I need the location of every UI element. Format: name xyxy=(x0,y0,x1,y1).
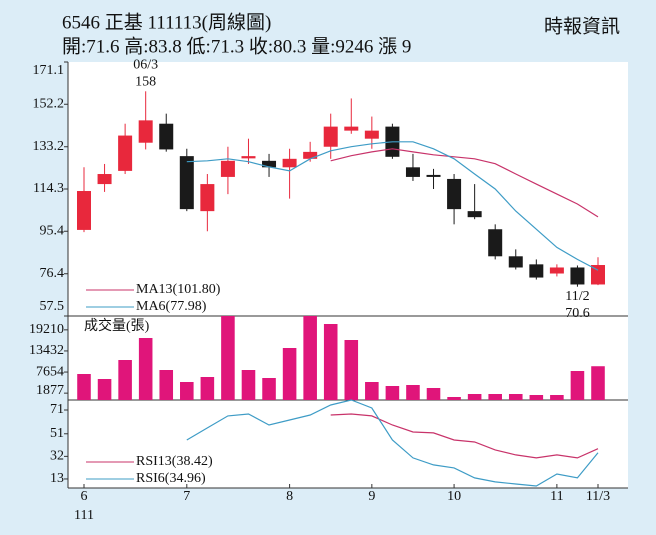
volume-bar xyxy=(282,348,297,400)
candle-body xyxy=(303,151,318,159)
volume-bar xyxy=(180,382,194,400)
y-tick-label: 57.5 xyxy=(40,299,65,314)
candle-body xyxy=(138,120,153,143)
y-tick-label: 13 xyxy=(50,471,64,486)
candle-body xyxy=(323,126,338,147)
candle-body xyxy=(364,130,379,139)
volume-bar xyxy=(200,377,215,400)
volume-bar xyxy=(138,338,153,400)
candle-body xyxy=(591,265,605,285)
candle-body xyxy=(159,123,174,150)
x-year-label: 111 xyxy=(74,508,94,523)
legend-label: MA13(101.80) xyxy=(136,282,221,297)
volume-bar xyxy=(159,370,174,400)
y-tick-label: 76.4 xyxy=(40,266,65,281)
volume-bar xyxy=(97,379,112,400)
volume-bar xyxy=(508,393,523,400)
legend-label: RSI6(34.96) xyxy=(136,471,206,486)
quote: 開:71.6 高:83.8 低:71.3 收:80.3 量:9246 漲 9 xyxy=(62,35,411,57)
y-tick-label: 7654 xyxy=(36,364,64,379)
candle-body xyxy=(118,135,133,171)
volume-bar xyxy=(570,371,585,400)
panel-title: 成交量(張) xyxy=(84,317,150,334)
volume-bar xyxy=(303,316,317,400)
volume-bar xyxy=(529,395,544,400)
legend-label: RSI13(38.42) xyxy=(136,454,213,469)
y-tick-label: 133.2 xyxy=(33,139,65,154)
line-series xyxy=(186,141,599,271)
candle-body xyxy=(426,174,441,177)
volume-bar xyxy=(467,393,482,400)
volume-bar xyxy=(591,366,605,400)
volume-bar xyxy=(323,324,338,400)
line-series xyxy=(330,413,599,459)
annotation: 158 xyxy=(135,75,156,90)
candle-body xyxy=(570,267,585,285)
annotation: 70.6 xyxy=(565,306,590,321)
line-series xyxy=(330,148,599,218)
candle-body xyxy=(200,184,215,212)
candle-body xyxy=(179,156,194,210)
volume-bar xyxy=(385,386,400,400)
volume-bar xyxy=(426,387,441,400)
candle-body xyxy=(241,156,256,159)
candle-body xyxy=(77,191,91,230)
y-tick-label: 114.3 xyxy=(33,181,64,196)
candle-body xyxy=(549,267,564,274)
volume-bar xyxy=(488,393,502,400)
x-tick-label: 8 xyxy=(286,489,293,504)
y-tick-label: 19210 xyxy=(29,322,64,337)
y-tick-label: 32 xyxy=(50,449,64,464)
x-tick-label: 9 xyxy=(368,489,375,504)
y-tick-label: 152.2 xyxy=(33,96,65,111)
volume-bar xyxy=(365,382,379,400)
y-tick-label: 1877 xyxy=(36,383,64,398)
x-tick-label: 11 xyxy=(550,489,563,504)
candle-body xyxy=(447,178,462,210)
candle-body xyxy=(220,160,235,177)
candle-body xyxy=(488,229,503,257)
y-tick-label: 95.4 xyxy=(40,223,65,238)
title: 6546 正基 111113(周線圖) xyxy=(62,11,271,33)
volume-bar xyxy=(550,395,564,400)
legend-label: MA6(77.98) xyxy=(136,299,207,314)
volume-bar xyxy=(406,385,420,400)
volume-bar xyxy=(118,360,132,400)
volume-bar xyxy=(447,397,461,400)
annotation: 06/3 xyxy=(133,58,158,73)
x-tick-label: 6 xyxy=(81,489,88,504)
volume-bar xyxy=(344,340,359,400)
line-series xyxy=(186,399,599,487)
volume-bar xyxy=(262,377,276,400)
x-tick-label: 7 xyxy=(183,489,190,504)
x-tick-label: 10 xyxy=(447,489,461,504)
candle-body xyxy=(508,256,523,268)
volume-bar xyxy=(221,316,235,400)
candle-body xyxy=(405,167,420,177)
candle-body xyxy=(262,160,277,168)
y-tick-label: 13432 xyxy=(29,343,64,358)
candle-body xyxy=(529,264,544,278)
x-tick-label: 11/3 xyxy=(586,489,610,504)
candle-body xyxy=(344,126,359,131)
candle-body xyxy=(97,174,112,185)
y-tick-label: 71 xyxy=(50,402,64,417)
source: 時報資訊 xyxy=(544,15,620,37)
volume-bar xyxy=(241,370,256,400)
volume-bar xyxy=(77,374,91,400)
candle-body xyxy=(282,158,297,168)
y-tick-label: 51 xyxy=(50,426,64,441)
candle-body xyxy=(467,211,482,218)
y-tick-label: 171.1 xyxy=(33,63,65,78)
annotation: 11/2 xyxy=(565,289,589,304)
